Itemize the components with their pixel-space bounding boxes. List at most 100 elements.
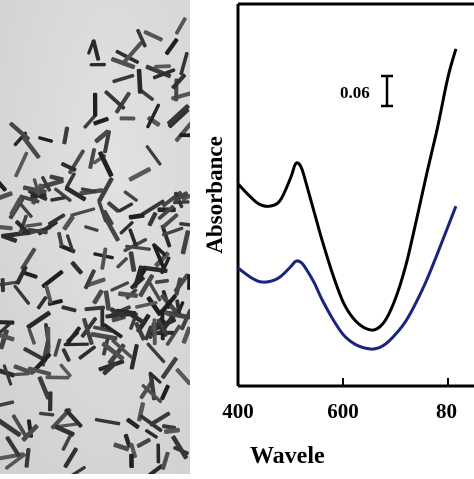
nanorod bbox=[14, 372, 30, 377]
nanorod bbox=[128, 251, 137, 272]
nanorod bbox=[2, 234, 18, 243]
nanorod bbox=[94, 129, 110, 144]
nanorod bbox=[174, 121, 193, 143]
nanorod bbox=[0, 319, 15, 325]
nanorod bbox=[118, 202, 134, 213]
nanorod bbox=[156, 443, 161, 464]
nanorod bbox=[161, 213, 179, 229]
nanorod bbox=[90, 331, 118, 341]
nanorod bbox=[153, 244, 167, 257]
nanorod bbox=[45, 375, 70, 380]
nanorod bbox=[180, 308, 193, 331]
nanorod bbox=[146, 103, 161, 129]
nanorod bbox=[160, 256, 171, 275]
nanorod bbox=[112, 73, 135, 84]
nanorod bbox=[118, 291, 138, 298]
nanorod bbox=[126, 417, 140, 430]
nanorod bbox=[128, 213, 145, 220]
series-line-2 bbox=[237, 205, 458, 351]
nanorod bbox=[102, 361, 117, 376]
nanorod bbox=[92, 92, 98, 117]
nanorod bbox=[171, 435, 188, 460]
nanorod bbox=[9, 121, 30, 141]
nanorod bbox=[152, 243, 165, 269]
nanorod bbox=[54, 187, 72, 203]
nanorod bbox=[146, 342, 166, 364]
scale-bar bbox=[381, 74, 393, 108]
nanorod bbox=[146, 296, 162, 316]
nanorod bbox=[152, 68, 176, 80]
nanorod bbox=[175, 368, 192, 386]
nanorod bbox=[103, 209, 114, 226]
nanorod bbox=[37, 376, 51, 400]
nanorod bbox=[163, 427, 180, 434]
nanorod bbox=[179, 133, 200, 138]
nanorod bbox=[0, 331, 15, 342]
nanorod bbox=[173, 191, 189, 202]
nanorod bbox=[36, 296, 48, 310]
nanorod bbox=[98, 151, 114, 178]
nanorod bbox=[97, 177, 114, 203]
nanorod bbox=[60, 162, 77, 172]
nanorod bbox=[136, 437, 151, 448]
nanorod bbox=[152, 318, 157, 346]
nanorod bbox=[70, 261, 83, 275]
nanorod bbox=[18, 214, 28, 235]
nanorod bbox=[161, 424, 177, 430]
nanorod bbox=[174, 17, 187, 35]
nanorod bbox=[83, 269, 96, 290]
nanorod bbox=[157, 205, 175, 221]
nanorod bbox=[147, 279, 162, 302]
nanorod bbox=[101, 341, 125, 361]
nanorod bbox=[160, 224, 172, 248]
nanorod bbox=[15, 265, 28, 285]
nanorod bbox=[102, 323, 123, 339]
nanorod bbox=[156, 318, 168, 336]
nanorod bbox=[129, 344, 139, 370]
nanorod bbox=[0, 418, 22, 437]
nanorod bbox=[110, 57, 136, 70]
nanorod bbox=[103, 130, 111, 154]
nanorod bbox=[109, 307, 126, 319]
nanorod bbox=[129, 453, 134, 469]
nanorod bbox=[63, 447, 78, 469]
nanorod bbox=[70, 207, 96, 217]
nanorod bbox=[27, 366, 52, 376]
nanorod bbox=[119, 116, 136, 121]
nanorod bbox=[59, 363, 72, 378]
nanorod bbox=[21, 270, 38, 279]
nanorod bbox=[94, 417, 121, 426]
nanorod bbox=[84, 305, 106, 312]
nanorod bbox=[114, 91, 131, 114]
nanorod bbox=[93, 116, 109, 126]
nanorod bbox=[22, 185, 47, 195]
nanorod bbox=[54, 424, 75, 437]
nanorod bbox=[21, 136, 41, 159]
nanorod bbox=[25, 222, 43, 228]
nanorod bbox=[100, 306, 105, 329]
nanorod bbox=[80, 317, 98, 338]
nanorod bbox=[92, 289, 104, 305]
nanorod bbox=[160, 356, 178, 379]
nanorod bbox=[61, 348, 71, 362]
nanorod bbox=[137, 402, 146, 422]
scale-bar-label: 0.06 bbox=[340, 83, 370, 102]
tem-micrograph bbox=[0, 0, 200, 479]
tem-micrograph-image bbox=[0, 0, 200, 479]
nanorod bbox=[97, 200, 108, 223]
nanorod bbox=[104, 90, 126, 110]
nanorod bbox=[50, 195, 66, 202]
nanorod bbox=[125, 244, 151, 251]
nanorod bbox=[148, 371, 162, 384]
nanorod bbox=[20, 247, 37, 271]
nanorod bbox=[133, 265, 144, 288]
nanorod bbox=[154, 64, 171, 69]
nanorod bbox=[21, 424, 39, 442]
nanorod bbox=[32, 178, 41, 196]
nanorod bbox=[147, 211, 158, 227]
nanorod bbox=[47, 299, 63, 306]
nanorod bbox=[180, 230, 191, 255]
nanorod bbox=[165, 324, 182, 346]
nanorod bbox=[0, 280, 20, 288]
nanorod bbox=[0, 322, 11, 342]
